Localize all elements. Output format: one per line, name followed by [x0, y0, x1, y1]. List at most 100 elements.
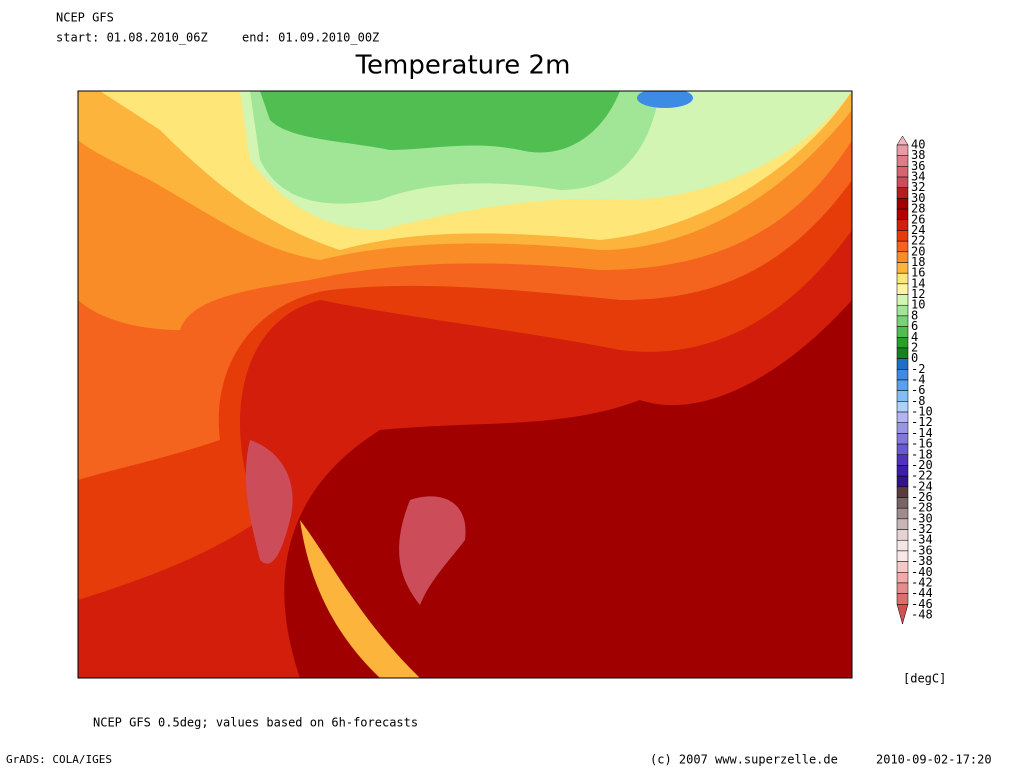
colorbar-swatch — [896, 262, 909, 274]
colorbar-swatch — [896, 176, 909, 188]
colorbar-swatch — [896, 411, 909, 423]
colorbar-swatch — [896, 315, 909, 327]
colorbar-label: 36 — [911, 159, 925, 173]
colorbar-label: 2 — [911, 340, 918, 354]
colorbar-swatch — [896, 465, 909, 477]
colorbar-swatch — [896, 529, 909, 541]
colorbar-label: 28 — [911, 202, 925, 216]
start-label: start: 01.08.2010_06Z — [56, 31, 208, 45]
colorbar-label: 32 — [911, 180, 925, 194]
colorbar-swatch — [896, 539, 909, 552]
colorbar-swatch — [896, 208, 909, 221]
colorbar-swatch — [896, 475, 909, 488]
colorbar-swatch — [896, 230, 909, 242]
colorbar-swatch — [896, 369, 909, 381]
colorbar-label: -30 — [911, 511, 933, 525]
map-zone — [637, 91, 693, 108]
colorbar-label: -42 — [911, 575, 933, 589]
colorbar-label: 20 — [911, 244, 925, 258]
colorbar-swatch — [896, 390, 909, 402]
colorbar-swatch — [896, 593, 909, 605]
colorbar-label: -34 — [911, 533, 933, 547]
colorbar-swatch — [896, 219, 909, 231]
map — [77, 90, 853, 679]
colorbar-label: -4 — [911, 373, 925, 387]
colorbar-swatch — [896, 497, 909, 509]
colorbar-swatch — [896, 272, 909, 285]
colorbar-label: 0 — [911, 351, 918, 365]
colorbar-label: 26 — [911, 212, 925, 226]
colorbar-label: 30 — [911, 191, 925, 205]
colorbar-swatch — [896, 283, 909, 295]
colorbar-label: 10 — [911, 298, 925, 312]
colorbar-swatch — [896, 240, 909, 253]
colorbar-label: -48 — [911, 608, 933, 622]
colorbar-swatch — [896, 337, 909, 349]
colorbar-swatch — [896, 582, 909, 594]
colorbar-label: 34 — [911, 170, 925, 184]
colorbar-label: -26 — [911, 490, 933, 504]
map-zone — [399, 496, 466, 605]
colorbar-swatch — [896, 198, 909, 210]
colorbar-label: 38 — [911, 148, 925, 162]
colorbar-label: -16 — [911, 437, 933, 451]
colorbar-label: -28 — [911, 501, 933, 515]
colorbar-swatch — [896, 144, 909, 156]
colorbar-label: 4 — [911, 330, 918, 344]
colorbar-swatch — [896, 166, 909, 178]
unit-label: [degC] — [903, 672, 946, 686]
colorbar-label: 6 — [911, 319, 918, 333]
colorbar-label: 18 — [911, 255, 925, 269]
copyright-label: (c) 2007 www.superzelle.de — [650, 753, 838, 767]
colorbar-swatch — [896, 155, 909, 167]
colorbar-label: -8 — [911, 394, 925, 408]
colorbar-swatch — [896, 443, 909, 456]
colorbar-swatch — [896, 486, 909, 498]
colorbar-label: -14 — [911, 426, 933, 440]
colorbar-label: -12 — [911, 415, 933, 429]
colorbar-label: 12 — [911, 287, 925, 301]
colorbar-label: -18 — [911, 447, 933, 461]
colorbar-label: -46 — [911, 597, 933, 611]
colorbar-swatch — [896, 572, 909, 584]
colorbar-label: -40 — [911, 565, 933, 579]
colorbar-label: 24 — [911, 223, 925, 237]
colorbar-label: -10 — [911, 405, 933, 419]
colorbar-swatch — [896, 422, 909, 434]
colorbar-swatch — [896, 187, 909, 199]
colorbar-label: 8 — [911, 308, 918, 322]
colorbar: 4038363432302826242220181614121086420-2-… — [896, 135, 933, 625]
map-zone — [245, 440, 293, 564]
colorbar-swatch — [896, 251, 909, 263]
end-label: end: 01.09.2010_00Z — [242, 31, 379, 45]
map-zone — [260, 91, 620, 153]
colorbar-label: -6 — [911, 383, 925, 397]
software-label: GrADS: COLA/IGES — [6, 753, 112, 766]
colorbar-label: 16 — [911, 266, 925, 280]
colorbar-label: -32 — [911, 522, 933, 536]
colorbar-swatch — [896, 518, 909, 530]
colorbar-label: 22 — [911, 234, 925, 248]
colorbar-swatch — [896, 347, 909, 359]
map-frame — [77, 90, 853, 679]
colorbar-swatch — [896, 326, 909, 338]
colorbar-swatch — [896, 401, 909, 413]
colorbar-swatch — [896, 358, 909, 370]
colorbar-swatch — [896, 550, 909, 562]
colorbar-swatch — [896, 379, 909, 391]
colorbar-label: -20 — [911, 458, 933, 472]
colorbar-cap — [896, 604, 909, 625]
colorbar-swatch — [896, 304, 909, 317]
colorbar-swatch — [896, 507, 909, 520]
model-label: NCEP GFS — [56, 11, 114, 25]
timestamp-label: 2010-09-02-17:20 — [876, 753, 992, 767]
colorbar-label: 14 — [911, 276, 925, 290]
colorbar-swatch — [896, 454, 909, 466]
colorbar-label: -36 — [911, 543, 933, 557]
colorbar-label: 40 — [911, 138, 925, 152]
colorbar-swatch — [896, 433, 909, 445]
footer-note: NCEP GFS 0.5deg; values based on 6h-fore… — [93, 716, 418, 730]
colorbar-swatch — [896, 561, 909, 573]
map-title: Temperature 2m — [355, 51, 571, 81]
